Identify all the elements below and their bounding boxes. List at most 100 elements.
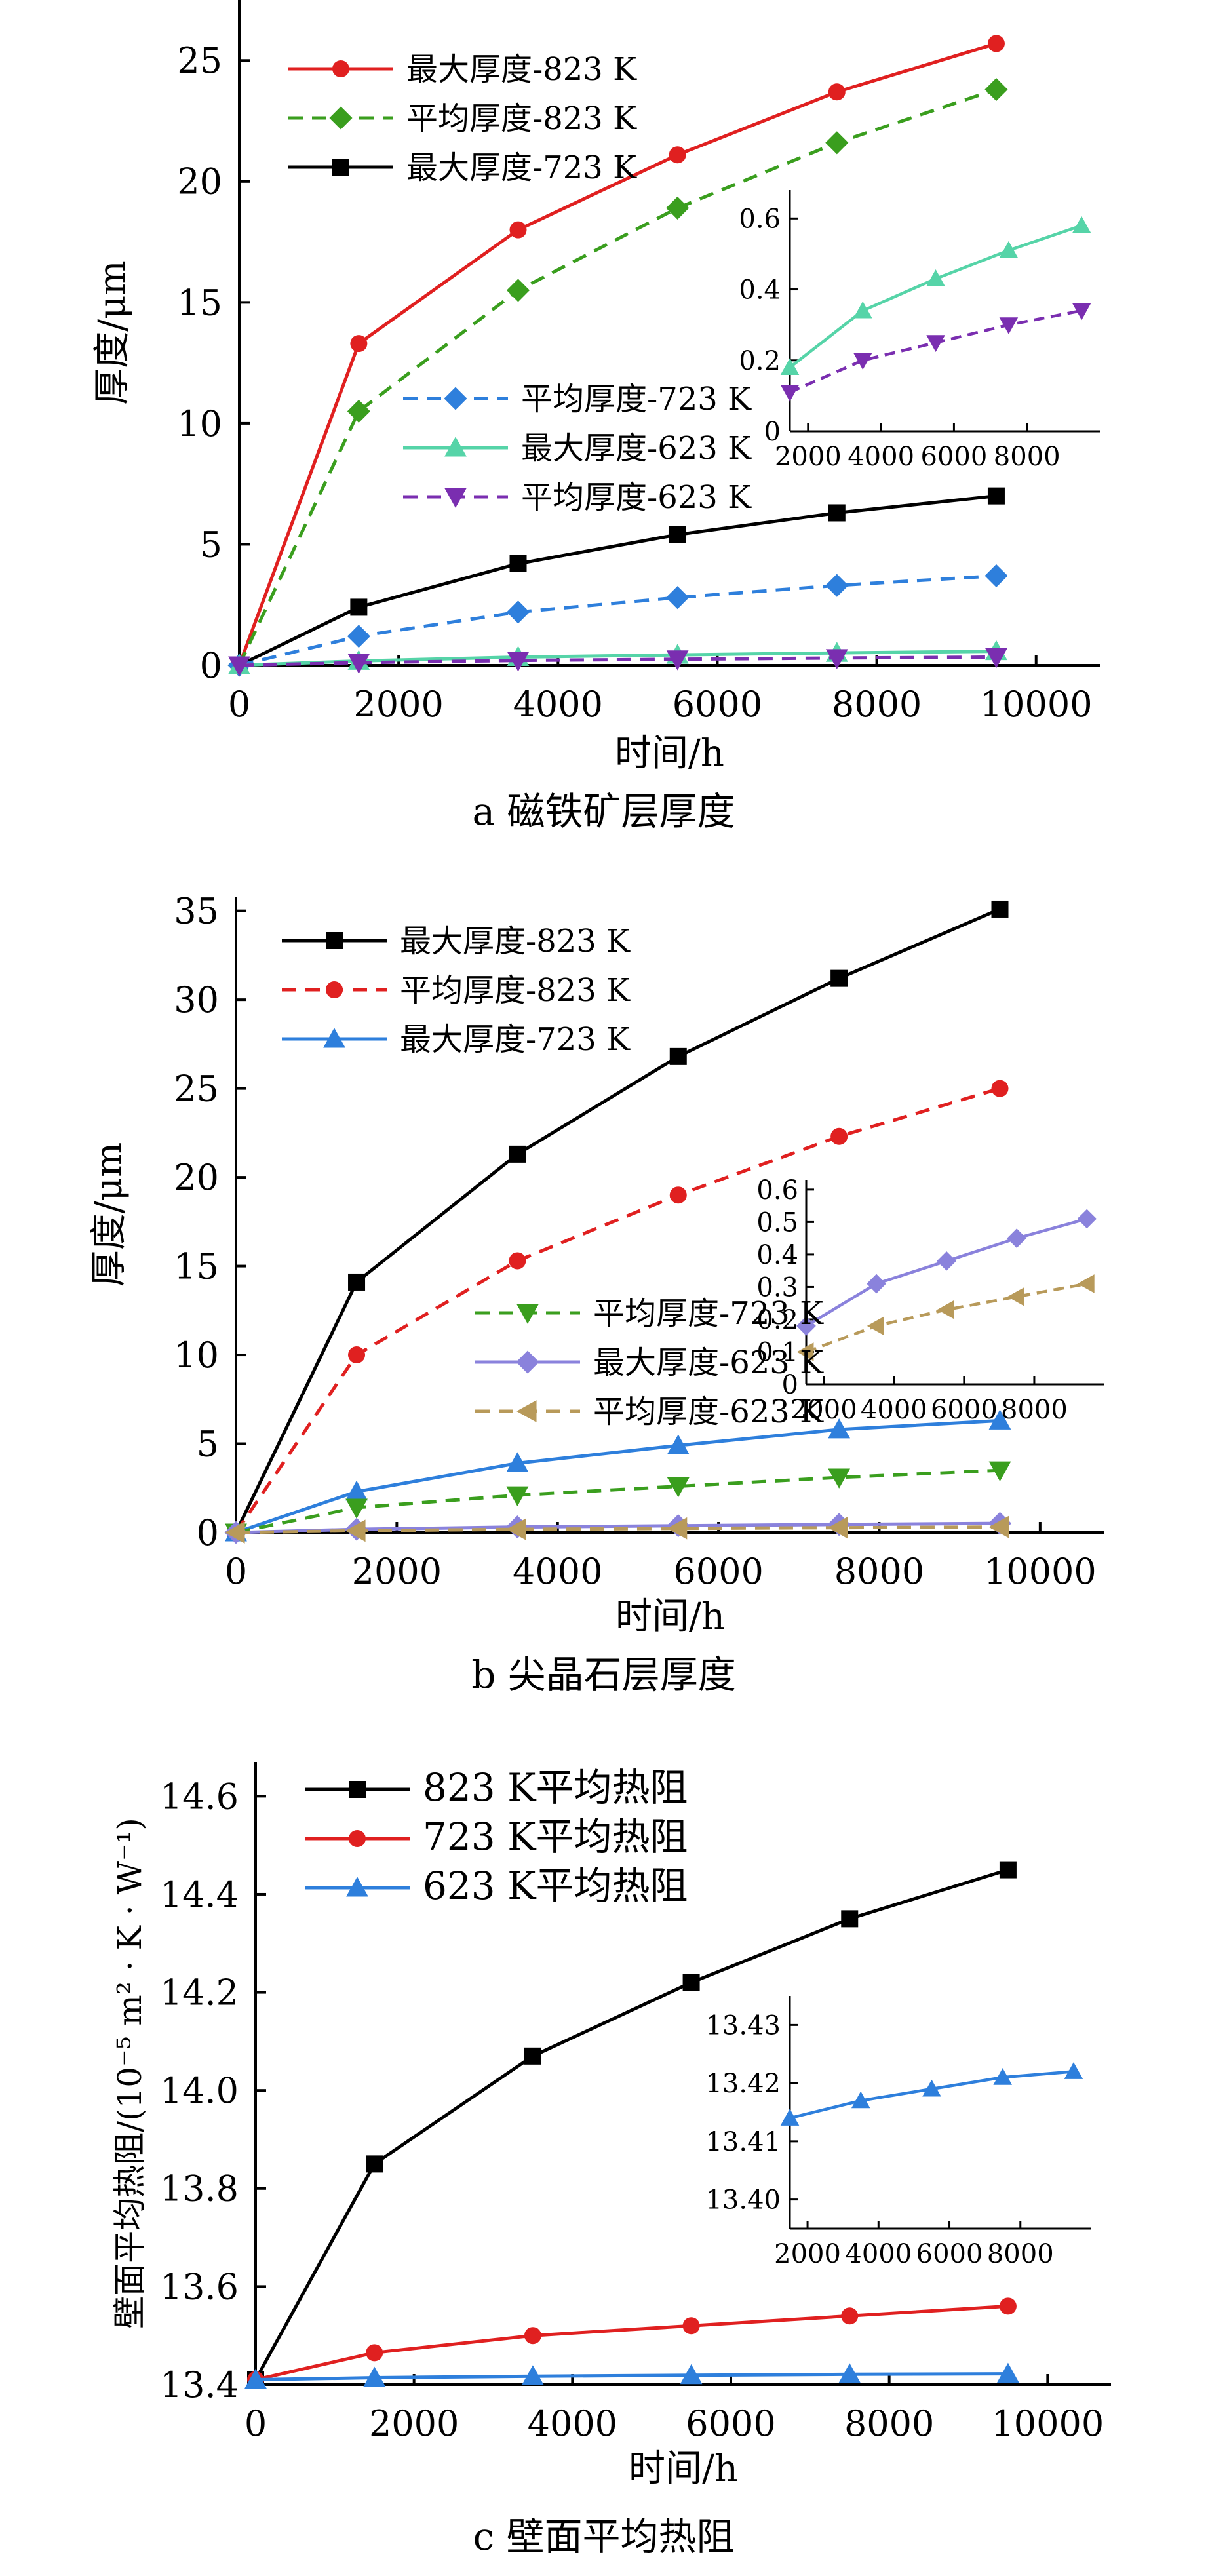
chart-c-data-point (682, 2317, 700, 2335)
chart-a-data-point (509, 221, 527, 239)
chart-a-inset-y-tick-label: 0 (764, 417, 781, 447)
chart-b-data-point (345, 1519, 366, 1542)
chart-a-data-point (984, 564, 1008, 587)
chart-c-series-line (254, 1868, 1009, 2381)
chart-c-data-point (841, 1910, 859, 1928)
chart-c-y-tick-label: 14.4 (160, 1874, 239, 1915)
chart-c-x-tick-label: 6000 (686, 2403, 775, 2444)
chart-a-data-point (825, 574, 849, 597)
chart-a-y-tick-label: 10 (177, 403, 222, 444)
chart-b-data-point (348, 1273, 366, 1291)
chart-a-data-point (987, 35, 1005, 52)
chart-a-legend-label: 平均厚度-823 K (406, 100, 637, 137)
chart-a-data-point (828, 83, 846, 101)
chart-b-data-point (506, 1518, 526, 1541)
chart-b-legend-marker (516, 1350, 539, 1374)
chart-b-x-tick-label: 6000 (673, 1551, 763, 1592)
chart-b-inset-data-point (1007, 1228, 1027, 1248)
chart-a-x-tick-label: 4000 (513, 684, 603, 725)
chart-c-y-axis-label: 壁面平均热阻/(10⁻⁵ m² · K · W⁻¹) (111, 1818, 149, 2329)
chart-c-legend-label: 623 K平均热阻 (423, 1864, 688, 1908)
chart-a-inset-data-point (853, 353, 872, 370)
chart-c-y-tick-label: 13.8 (160, 2168, 239, 2210)
chart-c-inset-y-tick-label: 13.43 (705, 2010, 781, 2040)
chart-c-data-point (522, 2365, 544, 2385)
chart-b-inset-x-tick-label: 8000 (1001, 1395, 1068, 1425)
chart-c-data-point (997, 2362, 1019, 2383)
chart-c-data-point (999, 2297, 1017, 2315)
chart-a-legend-marker (329, 106, 353, 130)
chart-a-inset-y-tick-label: 0.6 (739, 204, 781, 234)
chart-b-series-line (235, 1525, 1000, 1534)
chart-b-y-axis-label: 厚度/μm (88, 1142, 130, 1287)
chart-a-data-point (350, 598, 368, 616)
chart-b-data-point (828, 1418, 851, 1439)
chart-b-x-axis-label: 时间/h (615, 1595, 725, 1638)
chart-b-inset-y-tick-label: 0.2 (756, 1305, 798, 1335)
chart-b-data-point (667, 1517, 688, 1540)
chart-b-data-point (988, 1515, 1009, 1538)
chart-b-data-point (225, 1521, 245, 1544)
chart-a-y-tick-label: 20 (177, 161, 222, 203)
chart-c-legend-label: 723 K平均热阻 (423, 1814, 688, 1859)
chart-b-x-tick-label: 0 (225, 1551, 247, 1592)
chart-a-y-tick-label: 0 (200, 645, 222, 686)
chart-b-inset-y-tick-label: 0.6 (756, 1175, 798, 1205)
chart-b-series-line (234, 1087, 1001, 1534)
chart-a-series-line (237, 88, 997, 667)
chart-c-inset-y-tick-label: 13.40 (705, 2185, 781, 2215)
chart-b-caption: b 尖晶石层厚度 (471, 1652, 736, 1697)
chart-a-legend-label: 平均厚度-623 K (521, 479, 752, 516)
chart-c-y-tick-label: 14.0 (160, 2070, 239, 2111)
chart-c-caption: c 壁面平均热阻 (473, 2514, 735, 2559)
chart-a-legend-marker (332, 60, 349, 77)
chart-a-data-point (669, 526, 686, 543)
chart-a-x-tick-label: 6000 (672, 684, 762, 725)
chart-a-y-tick-label: 5 (200, 524, 222, 565)
chart-a-legend-marker (444, 437, 467, 457)
chart-b-data-point (828, 1468, 851, 1489)
chart-a-data-point (347, 399, 370, 423)
chart-c-series-line (255, 2304, 1009, 2381)
chart-b-y-tick-label: 15 (174, 1245, 219, 1287)
chart-a-data-point (506, 279, 530, 302)
chart-a-data-point (506, 600, 530, 624)
chart-c-x-tick-label: 0 (244, 2403, 267, 2444)
chart-c-inset-x-tick-label: 4000 (845, 2239, 912, 2269)
chart-a-inset-data-point (1072, 216, 1091, 233)
chart-b-legend-label: 最大厚度-823 K (400, 923, 631, 960)
chart-a-data-point (666, 586, 690, 610)
chart-a-data-point (347, 654, 370, 674)
chart-b-data-point (667, 1434, 690, 1454)
chart-b-legend-marker (326, 981, 343, 998)
chart-a-data-point (666, 196, 690, 220)
chart-b-inset-x-tick-label: 6000 (931, 1395, 998, 1425)
chart-c-series-line (255, 2372, 1008, 2382)
chart-a-legend-marker (444, 387, 467, 410)
chart-c-data-point (244, 2368, 267, 2389)
chart-b-x-tick-label: 10000 (984, 1551, 1097, 1592)
chart-c-legend-marker (349, 1781, 366, 1798)
chart-a-inset-data-point (999, 241, 1019, 258)
chart-a-data-point (350, 335, 368, 353)
chart-b-legend-label: 平均厚度-823 K (400, 972, 631, 1009)
chart-b-inset-data-point (1077, 1209, 1097, 1229)
chart-c-y-tick-label: 13.4 (160, 2364, 239, 2406)
chart-a-data-point (228, 656, 250, 676)
chart-a-data-point (987, 487, 1005, 505)
chart-b-inset-data-point (796, 1316, 816, 1336)
chart-b-legend-label: 最大厚度-623 K (593, 1344, 824, 1381)
chart-a-y-tick-label: 15 (177, 282, 222, 323)
chart-a-legend-label: 最大厚度-723 K (406, 149, 637, 186)
chart-c-inset-data-point (993, 2067, 1013, 2085)
chart-b-y-tick-label: 0 (197, 1512, 219, 1553)
chart-a-y-tick-label: 25 (177, 40, 222, 81)
chart-c-data-point (841, 2307, 859, 2325)
chart-c-legend-marker (346, 1877, 368, 1897)
chart-a-inset-x-tick-label: 4000 (848, 442, 914, 472)
chart-b-series-line (235, 1418, 1000, 1534)
chart-c-x-tick-label: 8000 (844, 2403, 934, 2444)
chart-c-inset-y-tick-label: 13.41 (705, 2127, 781, 2157)
chart-c-x-tick-label: 2000 (369, 2403, 459, 2444)
